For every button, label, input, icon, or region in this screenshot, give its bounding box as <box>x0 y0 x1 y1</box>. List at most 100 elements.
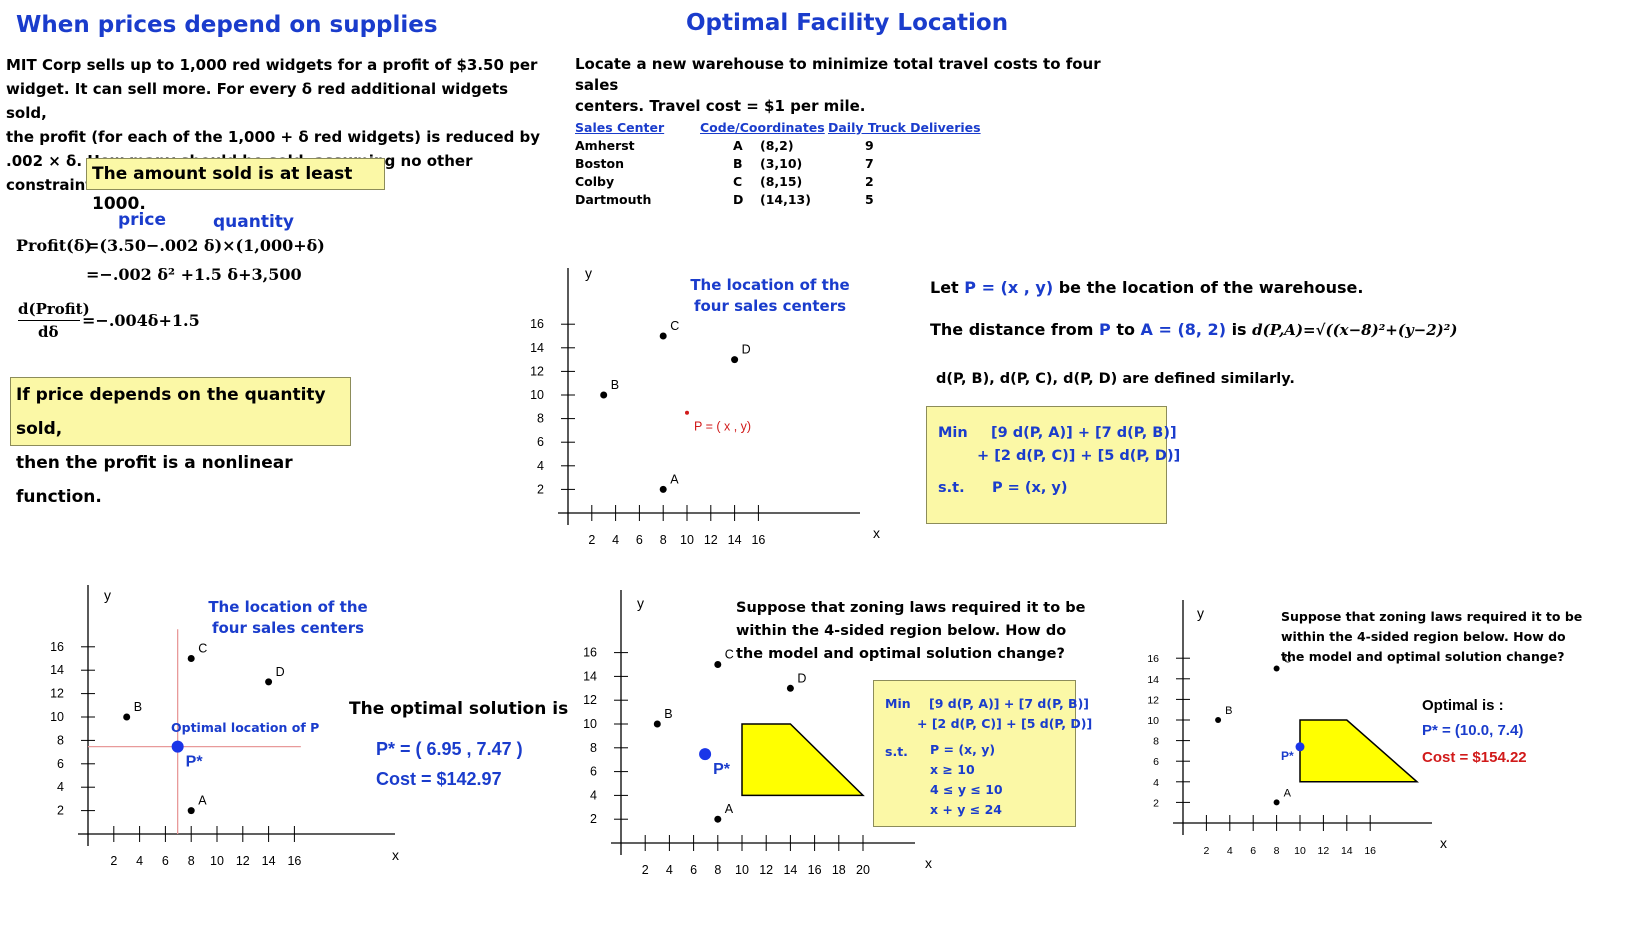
x-axis-label: x <box>925 855 932 871</box>
table-cell-coord: (3,10) <box>760 156 803 171</box>
x-tick-label: 18 <box>832 863 846 877</box>
problem-line: widget. It can sell more. For every δ re… <box>6 80 509 122</box>
model-box-zoning: Min [9 d(P, A)] + [7 d(P, B)] + [2 d(P, … <box>873 680 1092 827</box>
table-cell-code: A <box>733 138 743 153</box>
x-tick-label: 6 <box>162 854 169 868</box>
problem-line: MIT Corp sells up to 1,000 red widgets f… <box>6 56 538 74</box>
optimal-point-label: P* <box>186 754 204 771</box>
sales-center-label: D <box>276 665 285 679</box>
let-suffix: be the location of the warehouse. <box>1053 278 1364 297</box>
y-tick-label: 14 <box>50 663 64 677</box>
sales-center-point <box>1273 665 1280 672</box>
caption-line: The location of the <box>690 276 850 294</box>
table-cell-deliveries: 9 <box>865 138 874 153</box>
zoning-question: Suppose that zoning laws required it to … <box>736 597 1085 666</box>
constraint: 4 ≤ y ≤ 10 <box>930 782 1003 797</box>
optimal-p: P* = (10.0, 7.4) <box>1422 722 1524 739</box>
sales-center-label: B <box>664 707 672 721</box>
sales-center-label: A <box>725 802 734 816</box>
x-tick-label: 2 <box>1203 845 1209 857</box>
header-deliveries: Daily Truck Deliveries <box>828 120 981 135</box>
table-cell-center: Colby <box>575 174 615 189</box>
y-tick-label: 6 <box>57 757 64 771</box>
solution-p: P* = ( 6.95 , 7.47 ) <box>376 739 523 759</box>
x-tick-label: 14 <box>1341 845 1353 857</box>
solution-title: The optimal solution is <box>349 699 569 719</box>
y-tick-label: 14 <box>1147 674 1159 686</box>
sales-center-label: C <box>198 642 207 656</box>
x-tick-label: 4 <box>612 533 619 547</box>
deriv-den: dδ <box>38 323 59 341</box>
similar-text: d(P, B), d(P, C), d(P, D) are defined si… <box>936 371 1295 387</box>
x-tick-label: 4 <box>136 854 143 868</box>
nonlinear-box: If price depends on the quantity sold, t… <box>10 377 351 507</box>
dist-prefix: The distance from <box>930 320 1100 339</box>
chart-zoning-optimal: 2 4 6 8 10 12 14 16 2 4 6 8 10 12 14 16 x y A B C P* <box>1147 600 1447 857</box>
distance-formula: d(P,A)=√((x−8)²+(y−2)²) <box>1252 321 1458 339</box>
chart-optimal-location: 2 4 6 8 10 12 14 16 2 4 6 8 10 12 14 16 x y A B C D P* <box>50 585 399 868</box>
x-tick-label: 2 <box>588 533 595 547</box>
problem-line: the profit (for each of the 1,000 + δ re… <box>6 128 541 146</box>
constraint: P = (x, y) <box>930 742 996 757</box>
optimal-point <box>171 740 184 753</box>
caption-line: four sales centers <box>211 619 365 637</box>
y-tick-label: 2 <box>57 804 64 818</box>
y-tick-label: 4 <box>57 780 64 794</box>
y-tick-label: 2 <box>1153 797 1159 809</box>
y-tick-label: 16 <box>530 317 544 331</box>
optimal-point-label: P* <box>713 761 731 778</box>
constraint: x + y ≤ 24 <box>930 802 1002 817</box>
distance-text: The distance from P to A = (8, 2) is d(P… <box>930 318 1457 342</box>
x-tick-label: 16 <box>1364 845 1376 857</box>
y-tick-label: 2 <box>590 812 597 826</box>
chart2-caption: The location of the four sales centers <box>208 597 368 639</box>
y-tick-label: 12 <box>50 687 64 701</box>
intro-line: centers. Travel cost = $1 per mile. <box>575 97 866 115</box>
fraction-bar <box>18 320 80 321</box>
amount-box: The amount sold is at least 1000. <box>86 158 385 214</box>
min-line1: [9 d(P, A)] + [7 d(P, B)] <box>929 696 1090 711</box>
dist-a: A = (8, 2) <box>1140 320 1226 339</box>
sales-center-point <box>1273 799 1280 806</box>
x-tick-label: 14 <box>262 854 276 868</box>
y-tick-label: 8 <box>1153 736 1159 748</box>
intro-line: Locate a new warehouse to minimize total… <box>575 55 1101 94</box>
question-line: within the 4-sided region below. How do <box>736 623 1067 639</box>
y-tick-label: 16 <box>50 640 64 654</box>
let-p-text: Let P = (x , y) be the location of the w… <box>930 276 1363 300</box>
table-cell-deliveries: 2 <box>865 174 874 189</box>
table-cell-code: C <box>733 174 743 189</box>
y-tick-label: 10 <box>1147 715 1159 727</box>
y-tick-label: 12 <box>1147 694 1159 706</box>
zoning-question-2: Suppose that zoning laws required it to … <box>1281 607 1582 667</box>
table-cell-coord: (8,15) <box>760 174 803 189</box>
right-title: Optimal Facility Location <box>686 10 1009 36</box>
optimal-point <box>1295 742 1305 752</box>
y-axis-label: y <box>585 265 592 281</box>
chart1-caption: The location of the four sales centers <box>690 275 850 317</box>
header-code: Code/Coordinates <box>700 120 825 135</box>
y-tick-label: 12 <box>530 364 544 378</box>
x-tick-label: 2 <box>110 854 117 868</box>
x-tick-label: 12 <box>1318 845 1330 857</box>
x-tick-label: 12 <box>759 863 773 877</box>
y-tick-label: 4 <box>590 788 597 802</box>
left-title: When prices depend on supplies <box>16 12 438 38</box>
sales-center-point <box>187 655 195 662</box>
let-p: P = (x , y) <box>964 278 1054 297</box>
x-tick-label: 4 <box>666 863 673 877</box>
sales-center-point <box>265 678 273 686</box>
feasible-region <box>741 723 865 797</box>
optimal-location-label: Optimal location of P <box>171 720 320 735</box>
y-tick-label: 4 <box>537 459 544 473</box>
y-tick-label: 14 <box>530 341 544 355</box>
deriv-num: d(Profit) <box>18 300 90 318</box>
dist-to: to <box>1110 320 1141 339</box>
let-prefix: Let <box>930 278 965 297</box>
price-label: price <box>118 210 166 230</box>
min-line1: [9 d(P, A)] + [7 d(P, B)] <box>991 425 1177 441</box>
x-tick-label: 10 <box>735 863 749 877</box>
constraints: P = (x, y) x ≥ 10 4 ≤ y ≤ 10 x + y ≤ 24 <box>930 740 1003 820</box>
table-cell-center: Boston <box>575 156 625 171</box>
